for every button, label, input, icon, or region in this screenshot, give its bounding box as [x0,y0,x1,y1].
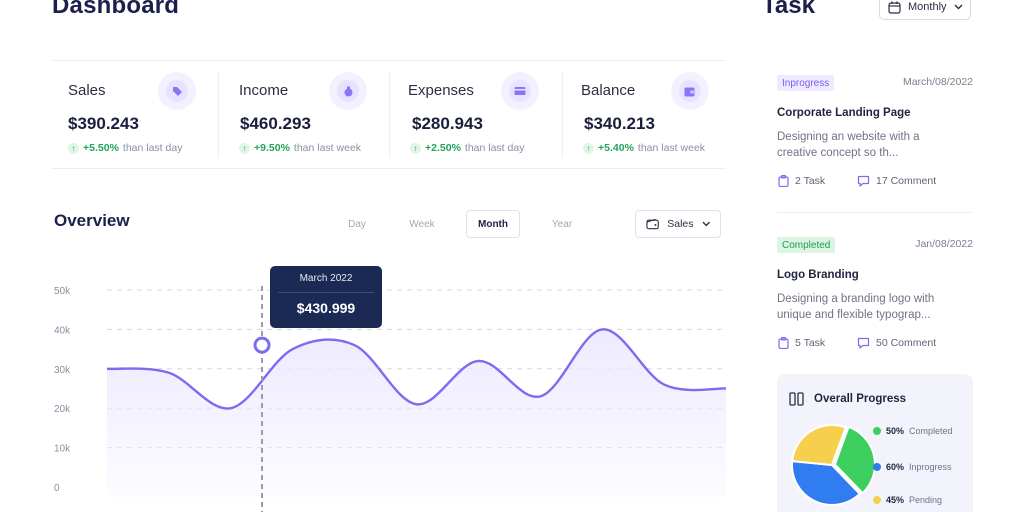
stat-label: Expenses [408,82,474,99]
progress-title: Overall Progress [814,393,907,405]
task-count: 2 Task [778,175,825,187]
divider [218,72,219,158]
stat-card-balance: Balance $340.213 ↑ +5.40% than last week [581,70,721,160]
y-tick-label: 40k [54,325,71,336]
task-date: Jan/08/2022 [915,238,973,250]
stat-change: ↑ +9.50% than last week [239,142,361,154]
legend-item-inprogress: 60% Inprogress [873,462,952,472]
chevron-down-icon [701,221,710,227]
task-name: Corporate Landing Page [777,107,911,119]
money-bag-icon [329,72,367,110]
y-tick-label: 30k [54,365,71,376]
stat-value: $390.243 [68,114,139,133]
legend-item-pending: 45% Pending [873,495,942,505]
tab-week[interactable]: Week [409,218,435,230]
y-tick-label: 0 [54,483,60,494]
status-badge: Completed [777,237,836,253]
task-count: 5 Task [778,337,825,349]
credit-card-icon [501,72,539,110]
arrow-up-icon: ↑ [239,142,250,154]
divider [777,212,972,213]
overall-progress-card: Overall Progress 50% Completed 60% Inprogr… [777,374,973,512]
y-tick-label: 50k [54,286,71,297]
overview-chart: 50k 40k 30k 20k 10k 0 [54,286,727,512]
page-title: Dashboard [52,0,180,19]
status-badge: Inprogress [777,75,835,91]
task-date: March/08/2022 [902,76,973,88]
divider [562,72,563,158]
clipboard-icon [778,175,789,187]
stat-change: ↑ +5.50% than last day [68,142,182,154]
tab-month[interactable]: Month [466,210,520,238]
task-description: Designing an website with a creative con… [777,131,920,159]
stat-card-sales: Sales $390.243 ↑ +5.50% than last day [68,70,208,160]
wallet-icon [646,218,659,230]
tab-year[interactable]: Year [551,218,573,230]
stat-label: Balance [581,82,636,99]
stat-label: Income [239,82,289,99]
stat-value: $460.293 [240,114,311,133]
series-line [106,328,727,410]
clipboard-icon [778,337,789,349]
stat-change: ↑ +5.40% than last week [583,142,705,154]
task-card[interactable]: Completed Jan/08/2022 Logo Branding Desi… [777,237,973,357]
stat-card-income: Income $460.293 ↑ +9.50% than last week [239,70,379,160]
tab-day[interactable]: Day [348,218,366,230]
tag-icon [158,72,196,110]
tooltip-value: $430.999 [296,300,356,316]
task-name: Logo Branding [777,269,859,281]
columns-icon [789,392,804,406]
stat-label: Sales [68,82,106,99]
overview-title: Overview [54,211,130,230]
legend-item-completed: 50% Completed [873,426,953,436]
area-fill [107,329,726,497]
divider [52,168,726,169]
wallet-icon [671,72,709,110]
y-tick-label: 10k [54,444,71,455]
comment-icon [857,175,870,187]
arrow-up-icon: ↑ [583,142,594,154]
stat-value: $280.943 [412,114,483,133]
calendar-icon [888,1,901,14]
task-card[interactable]: Inprogress March/08/2022 Corporate Landi… [777,75,973,195]
stat-card-expenses: Expenses $280.943 ↑ +2.50% than last day [408,70,548,160]
task-panel-title: Task [762,0,815,19]
tooltip-label: March 2022 [299,273,353,284]
task-description: Designing a branding logo with unique an… [777,293,935,321]
progress-pie-chart [791,424,876,506]
stat-value: $340.213 [584,114,655,133]
y-tick-label: 20k [54,404,71,415]
period-dropdown-label: Monthly [908,1,947,13]
pie-slice-inprogress [791,460,862,506]
chart-tooltip: March 2022 $430.999 [270,266,382,328]
comment-count: 50 Comment [857,337,936,349]
pie-slice-completed [833,425,876,495]
divider [52,60,726,61]
divider [389,72,390,158]
arrow-up-icon: ↑ [68,142,79,154]
chevron-down-icon [954,4,963,10]
pie-slice-pending [791,424,847,467]
highlight-point [253,336,271,354]
stat-change: ↑ +2.50% than last day [410,142,524,154]
comment-count: 17 Comment [857,175,936,187]
period-dropdown[interactable]: Monthly [879,0,971,20]
metric-dropdown[interactable]: Sales [635,210,721,238]
arrow-up-icon: ↑ [410,142,421,154]
metric-dropdown-label: Sales [667,218,694,230]
comment-icon [857,337,870,349]
